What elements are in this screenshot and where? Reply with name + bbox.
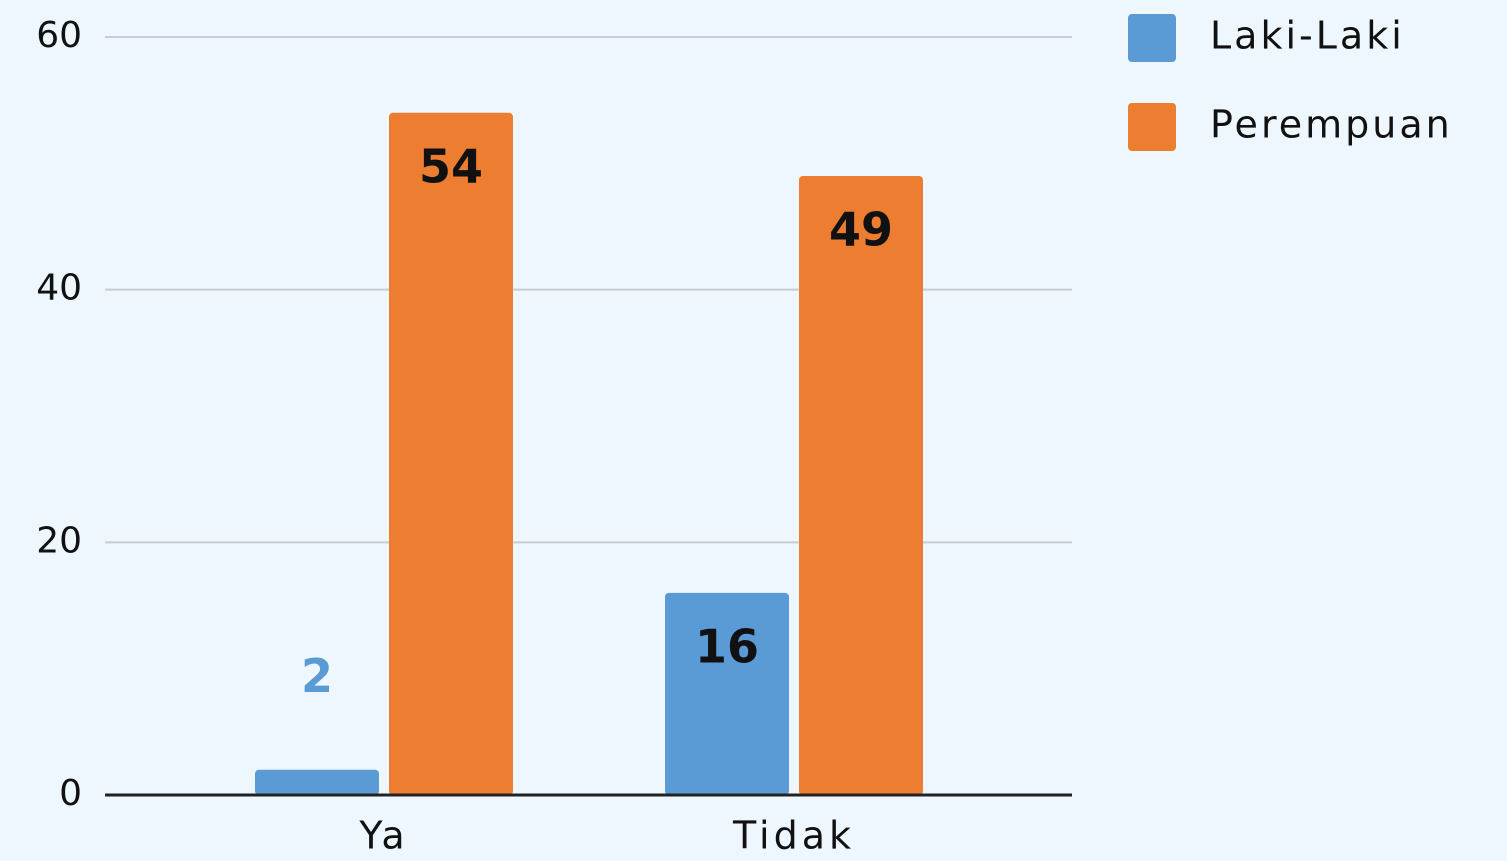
bar	[389, 112, 513, 796]
y-tick-label: 0	[59, 773, 82, 814]
x-tick-label: Ya	[358, 814, 408, 858]
legend-swatch	[1128, 103, 1176, 151]
bar	[665, 592, 789, 795]
legend-label: Perempuan	[1210, 103, 1453, 147]
legend-swatch	[1128, 14, 1176, 62]
x-tick-label: Tidak	[732, 814, 855, 858]
bar	[799, 175, 923, 795]
data-label: 16	[695, 619, 759, 673]
legend-label: Laki-Laki	[1210, 14, 1405, 58]
y-tick-label: 60	[36, 15, 82, 56]
bar	[255, 769, 379, 795]
data-label: 2	[301, 649, 333, 703]
y-tick-label: 40	[36, 268, 82, 309]
data-label: 54	[419, 139, 483, 193]
data-label: 49	[829, 202, 893, 256]
y-tick-label: 20	[36, 520, 82, 561]
